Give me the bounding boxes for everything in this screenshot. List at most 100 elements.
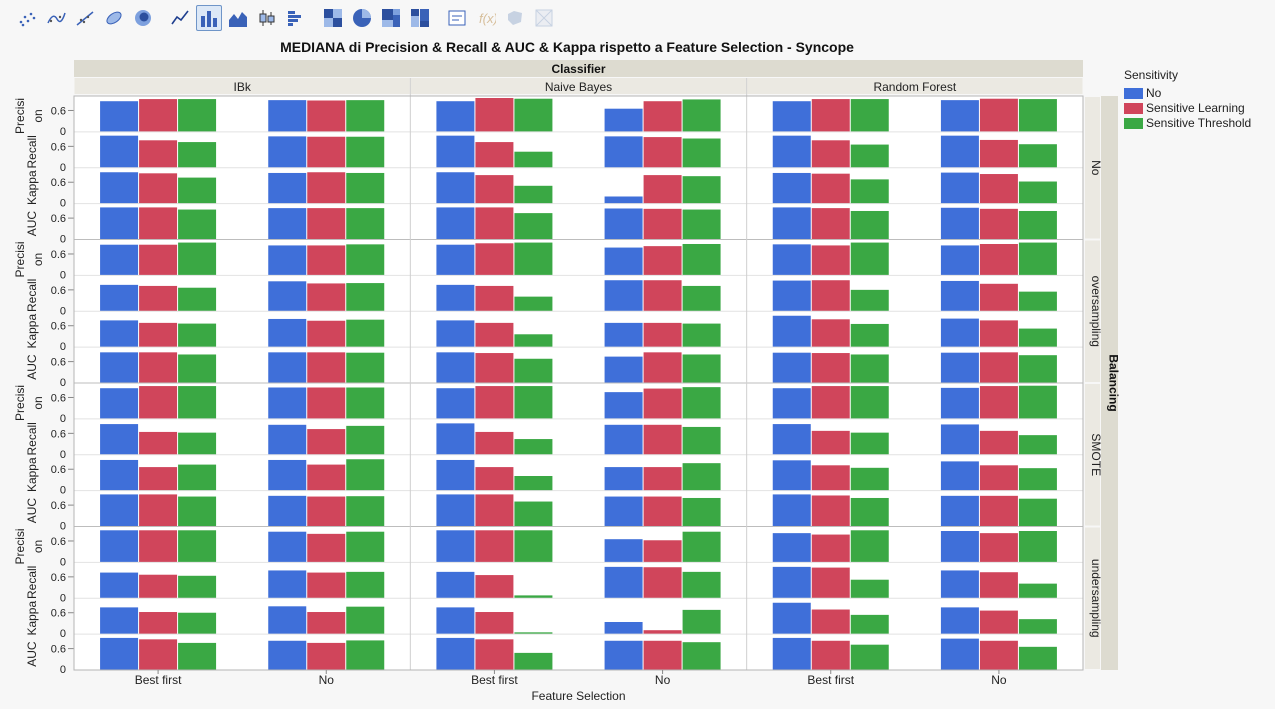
bar — [178, 177, 217, 204]
bar — [475, 207, 514, 240]
bar — [643, 640, 682, 670]
bar — [940, 207, 979, 240]
bar — [772, 602, 811, 635]
bar — [850, 386, 889, 419]
x-tick-label: Best first — [471, 673, 518, 687]
bar — [268, 100, 307, 132]
bar — [346, 387, 385, 419]
legend: Sensitivity No Sensitive Learning Sensitiv… — [1124, 68, 1269, 131]
x-tick-label: Best first — [807, 673, 854, 687]
legend-item[interactable]: Sensitive Threshold — [1124, 116, 1269, 131]
line-fit-icon — [76, 11, 94, 26]
metric-label: Precisi — [13, 528, 27, 564]
pie-chart-button[interactable] — [349, 5, 375, 31]
bar — [1018, 583, 1057, 599]
bar — [979, 640, 1018, 670]
bar — [178, 496, 217, 527]
box-plot-button[interactable] — [254, 5, 280, 31]
bar-chart-button[interactable] — [196, 5, 222, 31]
line-fit-button[interactable] — [72, 5, 98, 31]
bar — [346, 319, 385, 348]
bar — [307, 464, 346, 491]
bar — [1018, 435, 1057, 455]
bar — [643, 567, 682, 599]
bar — [604, 356, 643, 383]
caption-box-button[interactable] — [444, 5, 470, 31]
bar — [1018, 355, 1057, 383]
bar — [1018, 242, 1057, 276]
contour-button[interactable] — [130, 5, 156, 31]
bar — [514, 530, 553, 563]
bar — [178, 530, 217, 563]
smoother-button[interactable] — [43, 5, 69, 31]
y-tick-label: 0 — [60, 592, 66, 604]
y-tick-label: 0 — [60, 198, 66, 210]
histogram-button[interactable] — [283, 5, 309, 31]
bar — [100, 244, 139, 276]
bar — [940, 570, 979, 599]
bar — [514, 296, 553, 312]
bar — [850, 614, 889, 635]
bar — [346, 172, 385, 204]
y-tick-label: 0.6 — [51, 213, 66, 225]
treemap-button[interactable] — [378, 5, 404, 31]
bar — [139, 530, 178, 563]
bar — [436, 494, 475, 527]
bar — [940, 607, 979, 635]
legend-item[interactable]: Sensitive Learning — [1124, 101, 1269, 116]
bar — [772, 101, 811, 132]
bar — [139, 207, 178, 240]
bar — [100, 101, 139, 132]
bar — [772, 533, 811, 563]
bar — [682, 285, 721, 312]
bar — [346, 352, 385, 383]
y-tick-label: 0.6 — [51, 644, 66, 656]
classifier-label: IBk — [233, 80, 251, 94]
bar — [346, 100, 385, 132]
bar — [643, 496, 682, 527]
bar — [139, 244, 178, 276]
bar — [772, 494, 811, 527]
bar — [643, 630, 682, 635]
bar — [811, 99, 850, 132]
bar — [346, 136, 385, 168]
bar — [850, 289, 889, 312]
bar — [979, 139, 1018, 168]
y-tick-label: 0.6 — [51, 536, 66, 548]
bar — [139, 431, 178, 455]
bar — [268, 531, 307, 563]
scatter-button[interactable] — [14, 5, 40, 31]
bar — [643, 352, 682, 383]
bar — [268, 387, 307, 419]
bar — [475, 243, 514, 276]
scatter-icon — [19, 12, 36, 27]
y-tick-label: 0.6 — [51, 428, 66, 440]
mosaic-button[interactable] — [407, 5, 433, 31]
bar — [682, 387, 721, 419]
y-tick-label: 0.6 — [51, 608, 66, 620]
bar — [979, 495, 1018, 527]
balancing-header — [1085, 527, 1100, 669]
area-chart-icon — [229, 12, 247, 27]
bar — [604, 539, 643, 563]
bar — [811, 465, 850, 491]
bar — [682, 642, 721, 670]
bar — [436, 571, 475, 599]
area-chart-button[interactable] — [225, 5, 251, 31]
bar — [811, 319, 850, 348]
bar — [307, 352, 346, 383]
metric-label: Recall — [25, 135, 39, 168]
bar — [307, 320, 346, 348]
ellipse-button[interactable] — [101, 5, 127, 31]
bar — [178, 354, 217, 383]
heatmap-button[interactable] — [320, 5, 346, 31]
bar — [178, 386, 217, 419]
bar — [850, 644, 889, 670]
line-chart-button[interactable] — [167, 5, 193, 31]
bar — [1018, 144, 1057, 168]
map-shape-icon — [508, 11, 522, 25]
bar — [850, 99, 889, 132]
legend-item[interactable]: No — [1124, 86, 1269, 101]
bar — [475, 322, 514, 348]
bar — [979, 174, 1018, 204]
